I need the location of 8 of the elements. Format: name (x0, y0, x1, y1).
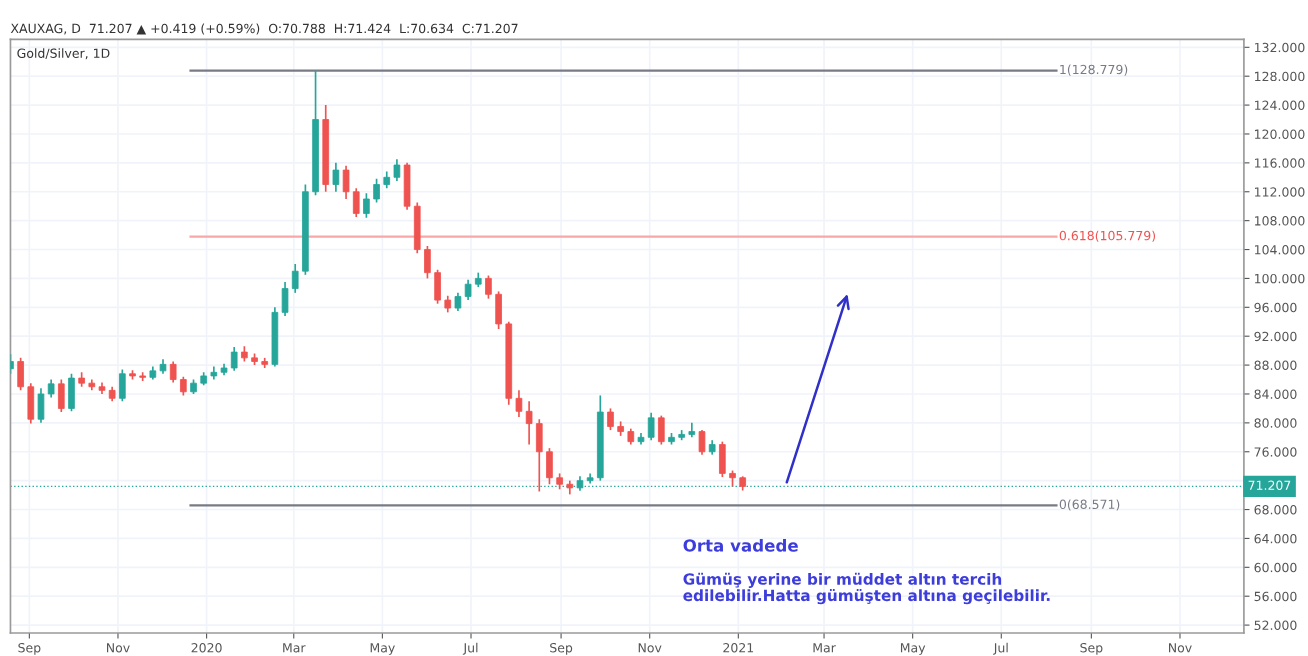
candlestick (57, 378, 65, 413)
candlestick (658, 414, 665, 446)
candlestick (68, 372, 75, 413)
candlestick (454, 292, 462, 312)
candlestick (698, 429, 706, 456)
annotation: Orta vadede (683, 538, 798, 552)
candlestick (332, 162, 340, 193)
candlestick (119, 368, 126, 403)
